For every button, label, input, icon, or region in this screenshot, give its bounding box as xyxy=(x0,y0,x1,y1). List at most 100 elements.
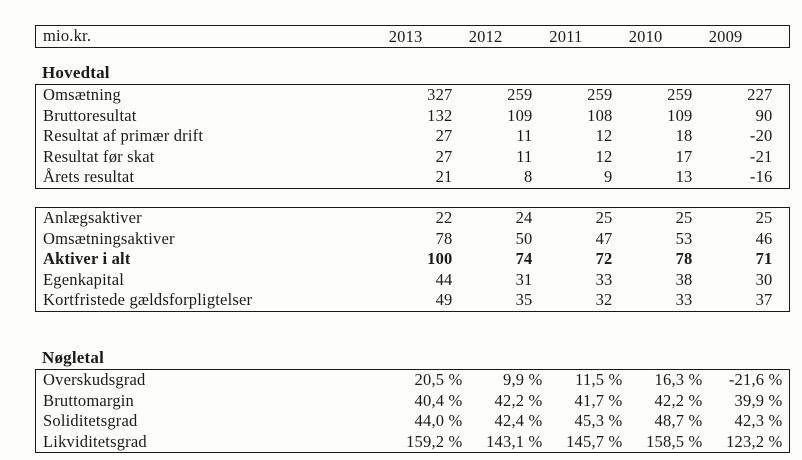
row-value: 20,5 % xyxy=(414,369,463,389)
year-header-row: mio.kr. 2013 2012 2011 2010 2009 xyxy=(36,26,790,48)
table-row: Resultat af primær drift 27 11 12 18 -20 xyxy=(36,126,790,147)
spacer-cell xyxy=(773,106,790,127)
row-value: 132 xyxy=(427,105,453,125)
row-value: 31 xyxy=(515,269,533,289)
row-label: Egenkapital xyxy=(43,269,125,289)
table-row: Årets resultat 21 8 9 13 -16 xyxy=(36,167,790,188)
row-label: Omsætningsaktiver xyxy=(43,228,175,248)
row-value: 12 xyxy=(595,146,613,166)
row-value: 49 xyxy=(435,290,453,310)
row-value: 143,1 % xyxy=(486,431,543,451)
row-value: 30 xyxy=(755,269,773,289)
row-value: 158,5 % xyxy=(646,431,703,451)
spacer-cell xyxy=(773,126,790,147)
row-value: 53 xyxy=(675,228,693,248)
spacer-cell xyxy=(783,369,790,390)
spacer-cell xyxy=(783,432,790,453)
spacer-cell xyxy=(783,391,790,412)
spacer-cell xyxy=(773,85,790,106)
row-label: Overskudsgrad xyxy=(43,369,146,389)
row-value: 42,4 % xyxy=(494,411,543,431)
row-value: 33 xyxy=(675,290,693,310)
year-header-table: mio.kr. 2013 2012 2011 2010 2009 xyxy=(35,25,790,48)
row-value: 24 xyxy=(515,207,533,227)
row-value: 90 xyxy=(755,105,773,125)
table-row: Bruttomargin 40,4 % 42,2 % 41,7 % 42,2 % 39,9… xyxy=(36,391,790,412)
row-value: 100 xyxy=(427,249,453,269)
row-value: 46 xyxy=(755,228,773,248)
table-row: Omsætning 327 259 259 259 227 xyxy=(36,85,790,106)
row-value: -20 xyxy=(749,126,773,146)
row-label: Omsætning xyxy=(43,85,121,104)
row-value: 11,5 % xyxy=(575,369,623,389)
table-row: Kortfristede gældsforpligtelser 49 35 32 33 3… xyxy=(36,290,790,311)
row-value: 44 xyxy=(435,269,453,289)
table-row: Resultat før skat 27 11 12 17 -21 xyxy=(36,147,790,168)
row-value: 9 xyxy=(604,167,613,187)
row-value: 18 xyxy=(675,126,693,146)
row-value: 109 xyxy=(667,105,693,125)
balance-sheet-table: Anlægsaktiver 22 24 25 25 25 Omsætningsaktiver… xyxy=(35,206,790,312)
ratios-table: Overskudsgrad 20,5 % 9,9 % 11,5 % 16,3 % -21,… xyxy=(35,368,790,454)
row-value: 50 xyxy=(515,228,533,248)
row-value: 259 xyxy=(667,85,693,104)
table-row: Soliditetsgrad 44,0 % 42,4 % 45,3 % 48,7 % 42… xyxy=(36,411,790,432)
row-value: 21 xyxy=(435,167,453,187)
table-row: Anlægsaktiver 22 24 25 25 25 xyxy=(36,207,790,228)
year-column-2013: 2013 xyxy=(388,27,423,46)
row-value: 38 xyxy=(675,269,693,289)
spacer-cell xyxy=(773,270,790,291)
row-label: Likviditetsgrad xyxy=(43,431,147,451)
row-value: 33 xyxy=(595,269,613,289)
row-value: 259 xyxy=(507,85,533,104)
row-label: Resultat af primær drift xyxy=(43,126,204,146)
row-value: 27 xyxy=(435,146,453,166)
spacer-cell xyxy=(773,290,790,311)
row-value: 74 xyxy=(515,249,533,269)
row-value: -21 xyxy=(749,146,773,166)
row-label: Soliditetsgrad xyxy=(43,411,138,431)
row-value: -16 xyxy=(749,167,773,187)
row-value: 17 xyxy=(675,146,693,166)
table-row: Aktiver i alt 100 74 72 78 71 xyxy=(36,249,790,270)
row-value: 8 xyxy=(524,167,533,187)
year-column-2010: 2010 xyxy=(628,27,663,46)
row-value: 41,7 % xyxy=(574,390,623,410)
row-value: 39,9 % xyxy=(734,390,783,410)
row-value: 27 xyxy=(435,126,453,146)
table-row: Overskudsgrad 20,5 % 9,9 % 11,5 % 16,3 % -21,… xyxy=(36,369,790,390)
row-value: 42,2 % xyxy=(654,390,703,410)
row-label: Aktiver i alt xyxy=(43,249,131,269)
row-value: 78 xyxy=(675,249,693,269)
row-value: 109 xyxy=(507,105,533,125)
row-value: 9,9 % xyxy=(503,369,543,389)
row-value: 44,0 % xyxy=(414,411,463,431)
row-value: 25 xyxy=(755,207,773,227)
row-value: 25 xyxy=(675,207,693,227)
spacer-cell xyxy=(783,411,790,432)
row-value: 40,4 % xyxy=(414,390,463,410)
spacer-cell xyxy=(773,249,790,270)
year-column-2012: 2012 xyxy=(468,27,503,46)
table-row: Egenkapital 44 31 33 38 30 xyxy=(36,270,790,291)
row-label: Bruttomargin xyxy=(43,390,135,410)
spacer-cell xyxy=(773,167,790,188)
row-label: Årets resultat xyxy=(43,167,135,187)
row-value: 11 xyxy=(516,126,533,146)
row-value: 48,7 % xyxy=(654,411,703,431)
row-value: 78 xyxy=(435,228,453,248)
row-value: 259 xyxy=(587,85,613,104)
section-heading-hovedtal: Hovedtal xyxy=(42,63,110,82)
row-label: Bruttoresultat xyxy=(43,105,137,125)
row-value: 42,2 % xyxy=(494,390,543,410)
row-value: 108 xyxy=(587,105,613,125)
row-value: 145,7 % xyxy=(566,431,623,451)
row-value: 12 xyxy=(595,126,613,146)
row-value: 227 xyxy=(747,85,773,104)
row-value: 45,3 % xyxy=(574,411,623,431)
row-value: 47 xyxy=(595,228,613,248)
row-value: 22 xyxy=(435,207,453,227)
row-value: 11 xyxy=(516,146,533,166)
table-row: Omsætningsaktiver 78 50 47 53 46 xyxy=(36,229,790,250)
row-value: 72 xyxy=(595,249,613,269)
